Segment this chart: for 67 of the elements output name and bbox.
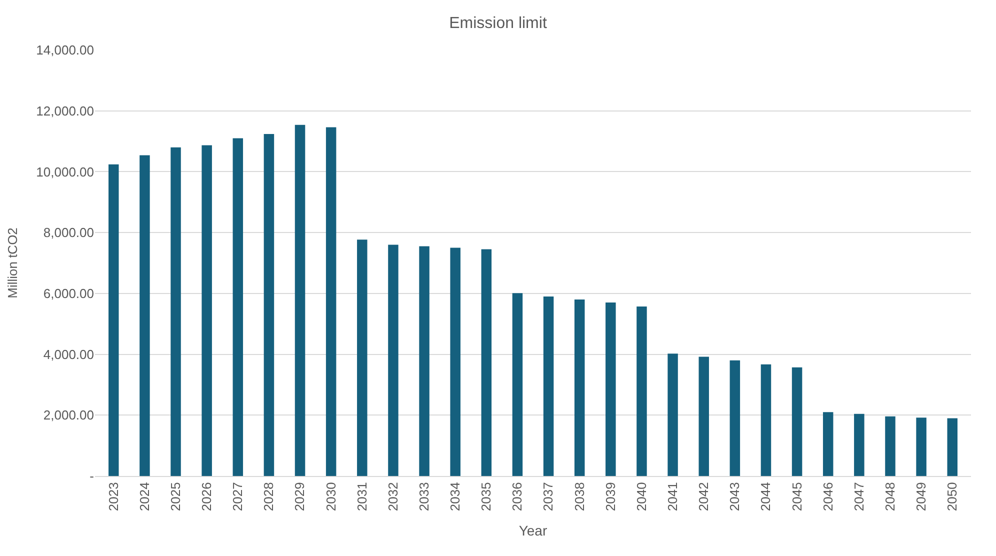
bar [792,367,802,476]
x-tick-label: 2049 [914,482,929,512]
y-tick-label: 6,000.00 [43,286,94,301]
x-tick-label: 2041 [665,482,680,512]
y-tick-label: 12,000.00 [36,103,94,118]
x-tick-label: 2048 [882,482,898,512]
bar [357,240,368,476]
y-tick-label: 8,000.00 [43,225,94,240]
x-tick-label: 2046 [820,482,836,512]
x-tick-label: 2025 [168,482,183,512]
bar [885,416,896,476]
bar [574,300,585,476]
y-tick-label: 2,000.00 [43,408,94,423]
bar [760,364,772,476]
bar [326,127,336,476]
x-tick-label: 2043 [727,482,742,512]
bar [232,138,244,476]
y-tick-label: - [90,468,94,484]
bar [916,418,926,476]
bar [264,134,274,476]
x-tick-label: 2034 [448,482,463,512]
bar [481,249,492,476]
y-tick-label: 4,000.00 [43,346,94,362]
bar [947,418,958,476]
x-tick-label: 2031 [354,482,370,512]
bar [822,412,834,476]
x-tick-label: 2047 [851,482,866,512]
x-tick-label: 2033 [416,482,432,512]
x-tick-label: 2042 [696,482,712,512]
x-tick-label: 2040 [634,482,649,512]
x-axis-title: Year [518,522,548,538]
x-tick-label: 2026 [199,482,214,512]
x-tick-label: 2035 [478,482,494,512]
x-tick-label: 2039 [602,482,618,512]
x-tick-label: 2024 [136,482,152,512]
bar [140,155,150,476]
bar [636,306,647,476]
bar [450,248,460,476]
x-tick-label: 2028 [261,482,276,512]
x-tick-label: 2036 [510,482,525,512]
x-tick-label: 2030 [323,482,338,512]
x-tick-label: 2045 [789,482,804,512]
bar [202,145,212,476]
x-tick-label: 2037 [540,482,556,512]
bar [606,302,616,476]
x-tick-label: 2027 [230,482,246,512]
bar [170,147,181,476]
bar [294,124,306,476]
bar [419,246,430,476]
bar [543,296,554,476]
y-axis-title: Million tCO2 [5,228,20,298]
y-tick-label: 14,000.00 [36,42,94,58]
bar [512,293,523,476]
x-tick-label: 2044 [758,482,774,512]
bar [108,164,119,476]
chart-title: Emission limit [449,14,548,32]
x-tick-label: 2023 [106,482,121,512]
bar [388,244,398,476]
bar [854,414,864,476]
x-tick-label: 2038 [572,482,587,512]
x-tick-label: 2050 [944,482,960,512]
x-tick-label: 2029 [292,482,308,512]
bar [730,360,740,476]
bar [698,356,709,476]
bar [668,354,678,476]
y-tick-label: 10,000.00 [36,164,94,180]
x-tick-label: 2032 [385,482,400,512]
